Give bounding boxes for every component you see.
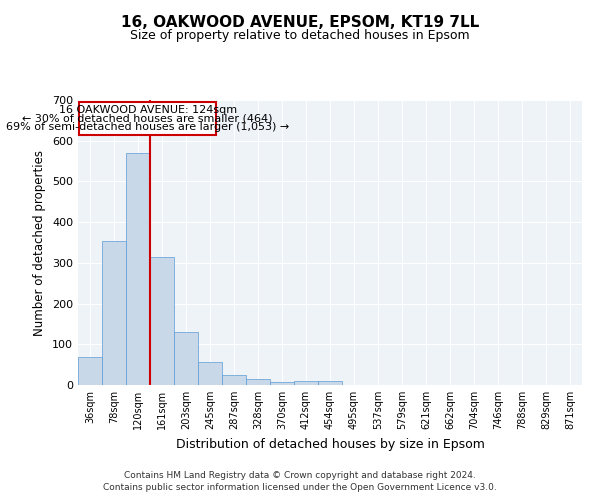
Text: Size of property relative to detached houses in Epsom: Size of property relative to detached ho…: [130, 30, 470, 43]
Bar: [79, 102, 216, 134]
Text: 69% of semi-detached houses are larger (1,053) →: 69% of semi-detached houses are larger (…: [6, 122, 289, 132]
X-axis label: Distribution of detached houses by size in Epsom: Distribution of detached houses by size …: [176, 438, 484, 450]
Bar: [150, 257, 174, 385]
Bar: [174, 332, 198, 385]
Bar: [102, 242, 126, 385]
Text: Contains HM Land Registry data © Crown copyright and database right 2024.: Contains HM Land Registry data © Crown c…: [124, 472, 476, 480]
Bar: [270, 382, 294, 385]
Y-axis label: Number of detached properties: Number of detached properties: [34, 150, 46, 336]
Text: 16, OAKWOOD AVENUE, EPSOM, KT19 7LL: 16, OAKWOOD AVENUE, EPSOM, KT19 7LL: [121, 15, 479, 30]
Text: 16 OAKWOOD AVENUE: 124sqm: 16 OAKWOOD AVENUE: 124sqm: [59, 106, 236, 116]
Bar: [198, 362, 222, 385]
Bar: [294, 381, 318, 385]
Bar: [246, 380, 270, 385]
Bar: [126, 152, 150, 385]
Bar: [222, 375, 246, 385]
Text: Contains public sector information licensed under the Open Government Licence v3: Contains public sector information licen…: [103, 483, 497, 492]
Bar: [78, 358, 102, 385]
Bar: [318, 381, 342, 385]
Text: ← 30% of detached houses are smaller (464): ← 30% of detached houses are smaller (46…: [22, 114, 273, 124]
